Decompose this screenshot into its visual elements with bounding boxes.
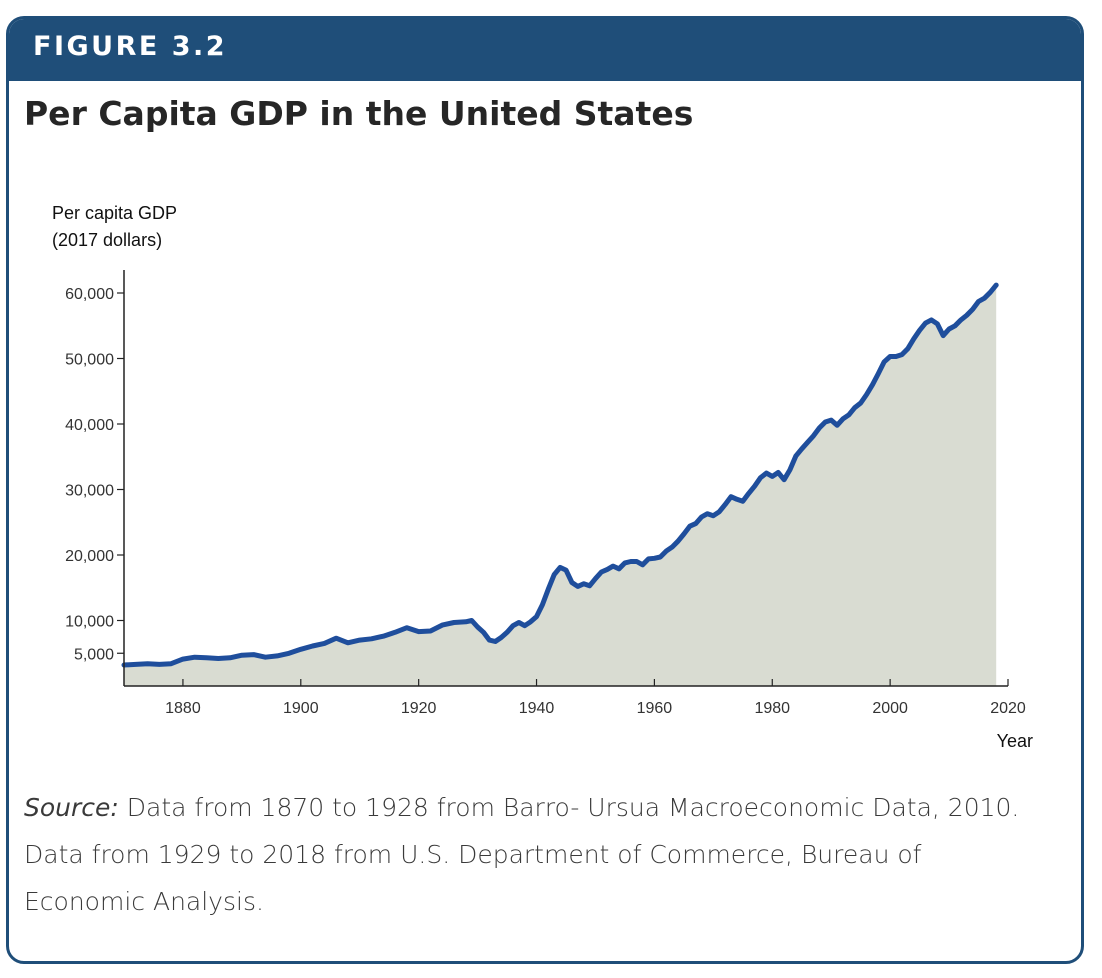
source-text: Data from 1870 to 1928 from Barro- Ursua… <box>24 793 1020 916</box>
source-note: Source: Data from 1870 to 1928 from Barr… <box>24 784 1044 925</box>
x-tick-label: 1960 <box>637 700 673 717</box>
y-tick-label: 60,000 <box>65 286 114 303</box>
x-tick-label: 1880 <box>165 700 201 717</box>
figure-label: FIGURE 3.2 <box>33 31 228 62</box>
x-tick-label: 1980 <box>754 700 790 717</box>
gdp-series-line <box>121 282 999 668</box>
gdp-area-fill <box>124 285 997 686</box>
chart-area: Per capita GDP (2017 dollars) Year 5,000… <box>52 203 1033 751</box>
chart-title: Per Capita GDP in the United States <box>24 94 694 133</box>
x-tick-label: 2000 <box>872 700 908 717</box>
y-axis: 5,000 10,000 20,000 30,000 40,000 50,000 60,00… <box>65 270 125 686</box>
figure-banner: FIGURE 3.2 <box>9 19 1081 81</box>
source-label: Source: <box>24 793 119 822</box>
x-axis: 1880 1900 1920 1940 1960 1980 2000 2020 <box>124 679 1026 717</box>
y-tick-label: 20,000 <box>65 548 114 565</box>
y-tick-label: 40,000 <box>65 417 114 434</box>
x-tick-label: 1900 <box>283 700 319 717</box>
y-tick-label: 10,000 <box>65 614 114 631</box>
y-tick-label: 50,000 <box>65 352 114 369</box>
y-tick-label: 30,000 <box>65 483 114 500</box>
x-tick-label: 1940 <box>519 700 555 717</box>
x-tick-label: 2020 <box>990 700 1026 717</box>
y-axis-label-line2: (2017 dollars) <box>52 230 162 250</box>
x-tick-label: 1920 <box>401 700 437 717</box>
y-axis-label-line1: Per capita GDP <box>52 203 177 223</box>
x-axis-label: Year <box>997 731 1033 751</box>
y-tick-label: 5,000 <box>74 646 114 663</box>
